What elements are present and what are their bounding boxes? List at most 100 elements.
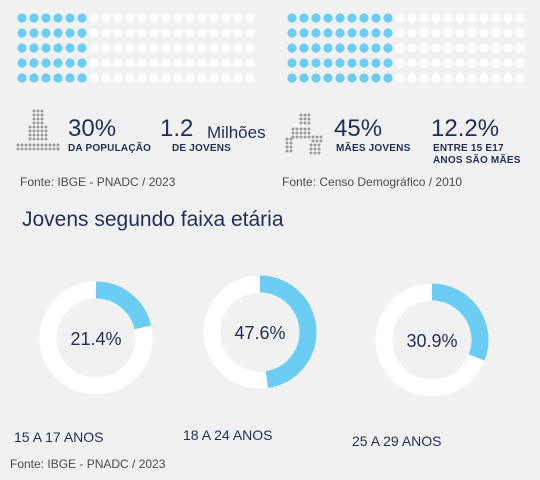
donut-category-label-0: 15 A 17 ANOS [14, 429, 104, 445]
donut-value-label-2: 30.9% [406, 331, 457, 351]
grid-dot [467, 43, 477, 53]
grid-dot [41, 73, 51, 83]
grid-dot [419, 28, 429, 38]
grid-dot [359, 28, 369, 38]
grid-dot [209, 73, 219, 83]
grid-dot [359, 13, 369, 23]
grid-dot [299, 58, 309, 68]
person-dots-icon [16, 109, 60, 151]
grid-dot [299, 28, 309, 38]
grid-dot [491, 73, 501, 83]
grid-dot [233, 28, 243, 38]
grid-dot [17, 58, 27, 68]
grid-dot [245, 73, 255, 83]
grid-dot [65, 43, 75, 53]
grid-dot [245, 58, 255, 68]
teen-mothers-label-line2: ANOS SÃO MÃES [433, 155, 521, 166]
grid-dot [149, 28, 159, 38]
grid-dot [101, 28, 111, 38]
grid-dot [479, 73, 489, 83]
grid-dot [323, 43, 333, 53]
grid-dot [419, 58, 429, 68]
grid-dot [395, 73, 405, 83]
grid-dot [53, 43, 63, 53]
grid-dot [323, 58, 333, 68]
grid-dot [299, 13, 309, 23]
grid-dot [371, 28, 381, 38]
grid-dot [335, 58, 345, 68]
grid-dot [491, 13, 501, 23]
grid-dot [101, 43, 111, 53]
grid-dot [287, 58, 297, 68]
grid-dot [77, 13, 87, 23]
grid-dot [185, 73, 195, 83]
grid-dot [431, 43, 441, 53]
grid-dot [221, 13, 231, 23]
population-dot-grid [17, 13, 255, 83]
grid-dot [371, 43, 381, 53]
grid-dot [173, 58, 183, 68]
grid-dot [161, 58, 171, 68]
grid-dot [29, 13, 39, 23]
grid-dot [395, 28, 405, 38]
donut-arc-0 [39, 281, 153, 395]
grid-dot [479, 28, 489, 38]
grid-dot [335, 13, 345, 23]
grid-dot [149, 43, 159, 53]
grid-dot [419, 13, 429, 23]
grid-dot [53, 73, 63, 83]
donut-category-label-1: 18 A 24 ANOS [183, 427, 273, 443]
grid-dot [185, 28, 195, 38]
grid-dot [221, 73, 231, 83]
teen-mothers-percent: 12.2% [431, 115, 500, 142]
grid-dot [77, 58, 87, 68]
grid-dot [299, 43, 309, 53]
grid-dot [209, 13, 219, 23]
grid-dot [197, 43, 207, 53]
grid-dot [197, 58, 207, 68]
grid-dot [371, 58, 381, 68]
grid-dot [65, 28, 75, 38]
grid-dot [431, 58, 441, 68]
mothers-dot-grid [287, 13, 525, 83]
grid-dot [125, 58, 135, 68]
grid-dot [491, 28, 501, 38]
grid-dot [89, 43, 99, 53]
grid-dot [17, 73, 27, 83]
grid-dot [311, 43, 321, 53]
grid-dot [53, 58, 63, 68]
grid-dot [233, 43, 243, 53]
grid-dot [185, 43, 195, 53]
grid-dot [455, 28, 465, 38]
grid-dot [311, 73, 321, 83]
grid-dot [77, 73, 87, 83]
grid-dot [29, 43, 39, 53]
donut-value-label-1: 47.6% [234, 323, 285, 343]
grid-dot [125, 28, 135, 38]
grid-dot [149, 13, 159, 23]
grid-dot [323, 28, 333, 38]
grid-dot [443, 58, 453, 68]
grid-dot [491, 58, 501, 68]
grid-dot [443, 13, 453, 23]
grid-dot [515, 13, 525, 23]
grid-dot [161, 43, 171, 53]
grid-dot [113, 58, 123, 68]
grid-dot [137, 73, 147, 83]
grid-dot [173, 13, 183, 23]
grid-dot [89, 58, 99, 68]
grid-dot [335, 73, 345, 83]
grid-dot [125, 73, 135, 83]
grid-dot [515, 58, 525, 68]
grid-dot [113, 28, 123, 38]
grid-dot [17, 28, 27, 38]
grid-dot [287, 43, 297, 53]
youth-count-unit: Milhões [207, 123, 266, 142]
donut-arc-1 [203, 275, 317, 389]
grid-dot [29, 58, 39, 68]
grid-dot [287, 73, 297, 83]
grid-dot [479, 13, 489, 23]
grid-dot [137, 43, 147, 53]
youth-count-label: DE JOVENS [172, 143, 232, 154]
grid-dot [383, 58, 393, 68]
